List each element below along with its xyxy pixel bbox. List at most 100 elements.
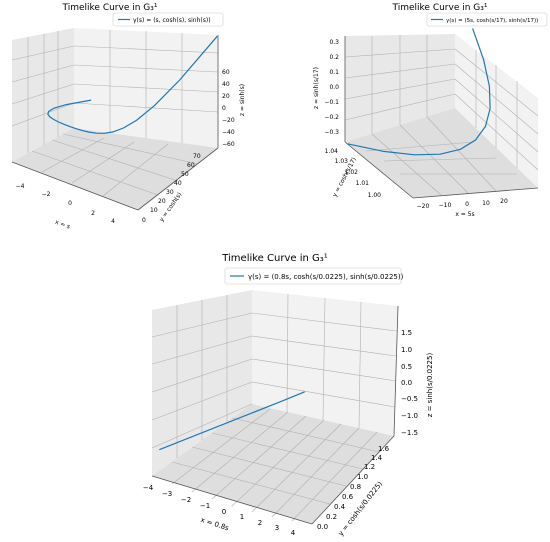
plot-title: Timelike Curve in G₃¹: [392, 3, 488, 13]
legend-label: γ(s) = (5s, cosh(s/17), sinh(s/17)): [446, 18, 538, 24]
z-tick-label: 0.2: [329, 54, 339, 61]
y-tick-label: 0.6: [342, 493, 354, 501]
z-tick-label: −20: [222, 117, 235, 124]
z-axis-label: z = sinh(s/17): [313, 67, 320, 109]
y-tick-label: 0: [142, 217, 146, 224]
y-axis-line: [137, 147, 219, 211]
z-tick-label: −1.0: [401, 412, 418, 420]
z-tick-label: 1.0: [401, 346, 412, 354]
x-tick-label: 2: [258, 519, 262, 527]
y-tick-label: 1.6: [378, 445, 390, 453]
x-tick-label: −4: [16, 183, 25, 190]
z-axis-line: [393, 305, 399, 437]
z-tick-label: −0.3: [324, 129, 339, 136]
y-tick-label: 0.2: [326, 513, 337, 521]
y-tick-label: 0.8: [350, 483, 361, 491]
series-line: [47, 35, 218, 134]
z-tick-label: 0.3: [329, 39, 339, 46]
x-tick-label: −3: [162, 490, 172, 498]
axes-frame: [11, 28, 219, 211]
z-tick-label: 20: [222, 93, 230, 100]
y-tick-label: 60: [187, 162, 195, 169]
z-tick-label: −60: [222, 141, 235, 148]
z-tick-label: −40: [222, 129, 235, 136]
subplot-1: Timelike Curve in G₃¹ γ(s) = (s, cosh(s)…: [11, 3, 246, 231]
x-tick-label: 0: [68, 200, 72, 207]
x-tick-label: 3: [275, 524, 279, 532]
x-tick-label: 4: [291, 529, 296, 537]
y-tick-label: 30: [166, 189, 174, 196]
z-tick-label: 0.5: [401, 363, 412, 371]
z-tick-labels: 1.5 1.0 0.5 0.0 −0.5 −1.0 −1.5 z = sinh(…: [401, 329, 434, 437]
x-tick-label: 0: [222, 508, 226, 516]
legend: γ(s) = (s, cosh(s), sinh(s)): [112, 12, 224, 27]
plot-title: Timelike Curve in G₃¹: [221, 253, 328, 264]
y-tick-label: 1.03: [335, 158, 349, 165]
y-tick-label: 1.04: [325, 148, 339, 155]
legend: γ(s) = (0.8s, cosh(s/0.0225), sinh(s/0.0…: [224, 267, 404, 285]
y-tick-label: 40: [174, 180, 182, 187]
x-tick-label: −2: [42, 191, 51, 198]
z-tick-label: −0.2: [324, 114, 339, 121]
x-tick-label: −2: [181, 496, 191, 504]
y-tick-label: 1.4: [371, 454, 383, 462]
x-tick-label: −1: [200, 502, 210, 510]
x-axis-line: [412, 187, 539, 199]
z-tick-label: −0.5: [401, 395, 418, 403]
z-tick-label: −0.1: [324, 99, 339, 106]
z-tick-label: 1.5: [401, 329, 412, 337]
x-tick-labels: −20 −10 0 10 20 x = 5s: [417, 198, 508, 218]
y-tick-label: 10: [150, 207, 158, 214]
x-axis-label: x = 5s: [455, 211, 474, 218]
left-pane: [12, 28, 74, 162]
legend-box: [224, 267, 402, 285]
plot-title: Timelike Curve in G₃¹: [62, 3, 158, 13]
subplot-3: Timelike Curve in G₃¹ γ(s) = (0.8s, cosh…: [143, 253, 434, 537]
y-axis-line: [344, 141, 414, 199]
series-line: [347, 28, 491, 156]
z-tick-label: −1.5: [401, 429, 418, 437]
z-tick-label: 0.1: [329, 69, 339, 76]
y-tick-label: 1.2: [364, 463, 375, 471]
floor-pane: [12, 128, 218, 210]
axes-frame: [344, 34, 539, 199]
z-tick-label: 0.0: [401, 379, 412, 387]
x-tick-label: 1: [240, 513, 244, 521]
legend-label: γ(s) = (0.8s, cosh(s/0.0225), sinh(s/0.0…: [248, 273, 404, 281]
grid: [151, 293, 398, 522]
x-tick-label: −4: [143, 484, 154, 492]
x-axis-label: x = s: [54, 219, 71, 231]
y-axis-line: [311, 435, 395, 525]
floor-pane: [345, 108, 538, 198]
x-tick-label: −10: [439, 202, 452, 209]
x-tick-label: 10: [482, 200, 490, 207]
x-axis-line: [11, 161, 139, 211]
y-tick-label: 20: [158, 198, 166, 205]
legend: γ(s) = (5s, cosh(s/17), sinh(s/17)): [426, 12, 548, 27]
x-tick-label: 2: [91, 210, 95, 217]
series-line: [159, 391, 305, 451]
x-tick-label: 4: [111, 218, 115, 225]
y-tick-label: 50: [181, 171, 189, 178]
legend-label: γ(s) = (s, cosh(s), sinh(s)): [133, 17, 211, 24]
y-tick-label: 0.4: [334, 503, 346, 511]
y-tick-label: 1.02: [345, 169, 359, 176]
x-tick-labels: −4 −2 0 2 4 x = s: [16, 183, 116, 231]
z-tick-label: 0: [222, 105, 226, 112]
legend-box: [112, 12, 224, 27]
x-tick-label: −20: [417, 203, 430, 210]
z-tick-labels: 60 40 20 0 −20 −40 −60 z = sinh(s): [222, 69, 246, 148]
z-axis-label: z = sinh(s): [239, 84, 246, 116]
x-tick-label: 0: [465, 201, 469, 208]
y-tick-label: 1.0: [357, 473, 368, 481]
z-axis-label: z = sinh(s/0.0225): [426, 353, 434, 418]
grid: [11, 30, 219, 197]
z-tick-label: 60: [222, 69, 230, 76]
x-axis-line: [151, 475, 313, 525]
axes-frame: [151, 290, 399, 525]
y-tick-label: 70: [193, 153, 201, 160]
z-tick-label: 40: [222, 81, 230, 88]
x-axis-label: x = 0.8s: [199, 516, 230, 533]
y-tick-label: 1.01: [356, 180, 370, 187]
